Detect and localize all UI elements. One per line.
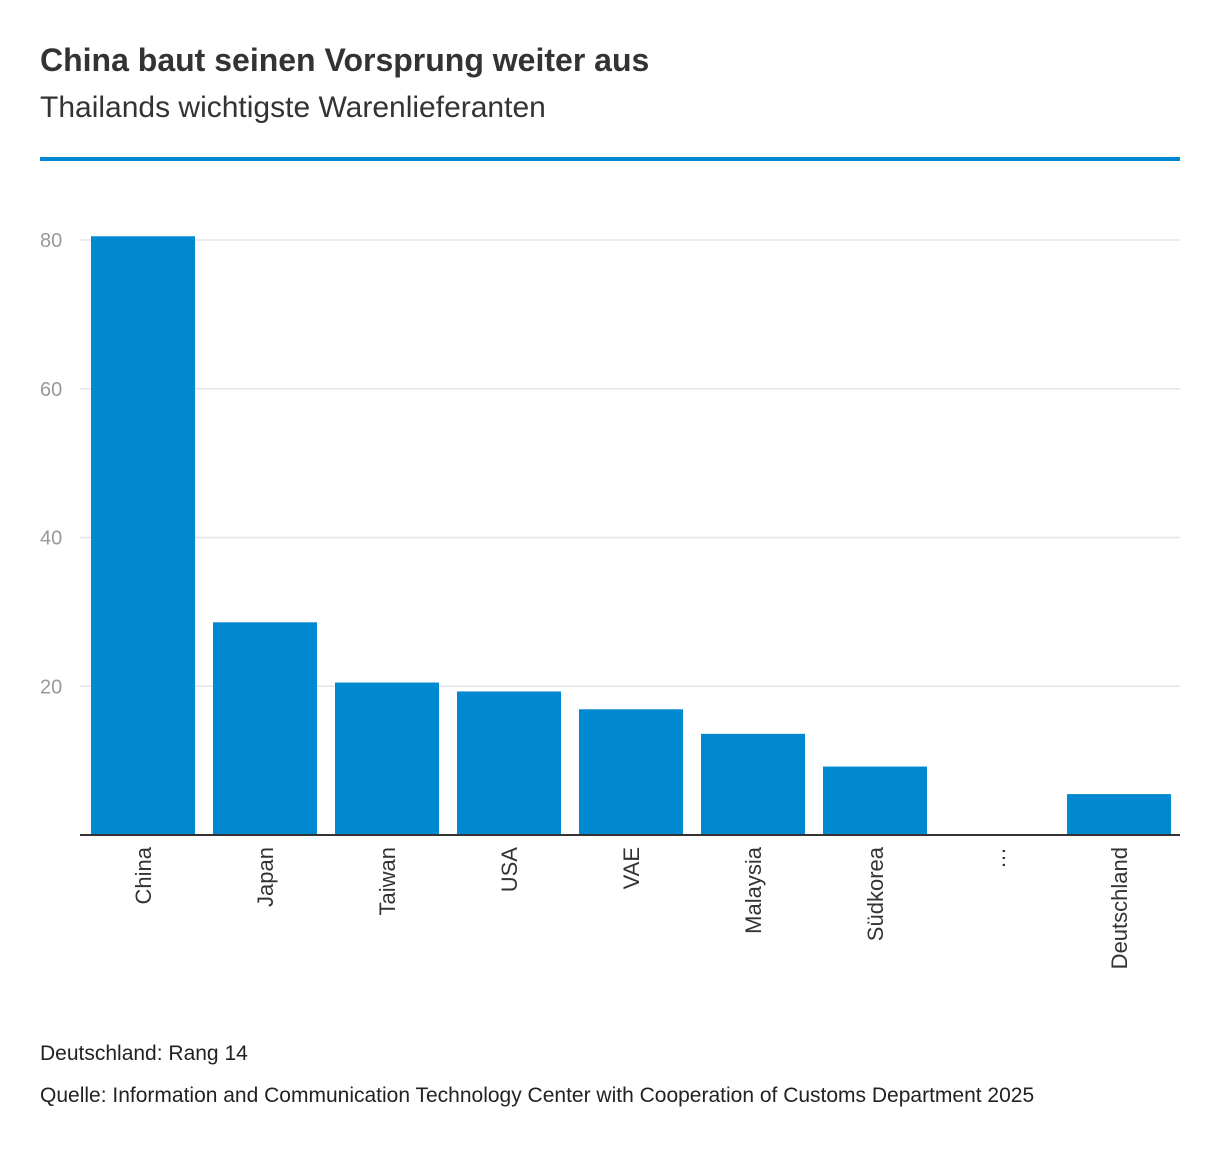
y-tick-label: 60 [40, 379, 62, 401]
x-tick-label: VAE [619, 847, 644, 889]
bar-vae [579, 709, 683, 835]
x-tick-label: China [131, 846, 156, 904]
bar-malaysia [701, 733, 805, 835]
x-tick-label: … [985, 847, 1010, 869]
chart-title: China baut seinen Vorsprung weiter aus [40, 42, 650, 78]
bar-china [91, 236, 195, 835]
y-tick-label: 20 [40, 676, 62, 698]
bar-taiwan [335, 682, 439, 835]
source-note: Quelle: Information and Communication Te… [40, 1084, 1035, 1107]
x-tick-label: Südkorea [863, 846, 888, 941]
x-tick-label: Japan [253, 847, 278, 907]
bar-japan [213, 622, 317, 835]
x-tick-label: Malaysia [741, 846, 766, 934]
x-tick-label: USA [497, 847, 522, 893]
footnote: Deutschland: Rang 14 [40, 1042, 248, 1065]
x-tick-label: Deutschland [1107, 847, 1132, 969]
y-tick-label: 40 [40, 528, 62, 550]
accent-rule [40, 157, 1180, 161]
bar-südkorea [823, 766, 927, 835]
y-tick-label: 80 [40, 230, 62, 252]
bar-deutschland [1067, 794, 1171, 835]
bar-usa [457, 691, 561, 835]
chart-subtitle: Thailands wichtigste Warenlieferanten [40, 91, 546, 124]
x-tick-label: Taiwan [375, 847, 400, 915]
